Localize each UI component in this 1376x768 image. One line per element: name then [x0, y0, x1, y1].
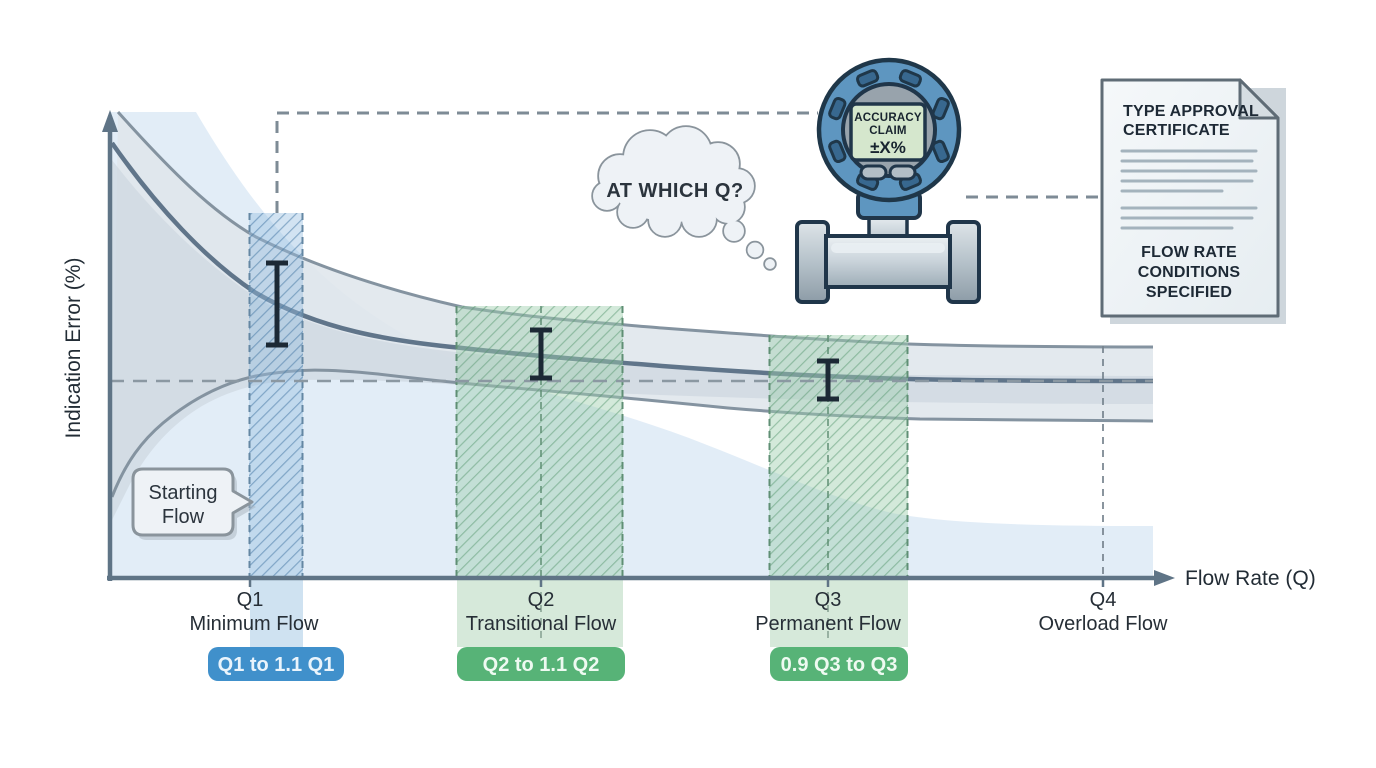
certificate-fold-corner	[1238, 78, 1280, 120]
x-axis-label: Flow Rate (Q)	[1185, 567, 1316, 590]
meter-flange-right	[946, 220, 981, 304]
cloud-fill	[593, 127, 775, 269]
y-axis-label: Indication Error (%)	[62, 258, 85, 439]
meter-button-right	[888, 164, 917, 181]
meter-pipe-highlight	[831, 243, 945, 253]
callout-bubble	[131, 467, 254, 537]
q1-error-bar	[266, 260, 288, 348]
meter-lcd-line2: CLAIM	[869, 125, 906, 137]
meter-button-left	[859, 164, 888, 181]
zone-labels: Q1 Minimum Flow Q2 Transitional Flow Q3 …	[190, 589, 1168, 635]
callout-line1: Starting	[149, 482, 218, 504]
q1-range-badge	[208, 647, 344, 681]
thought-cloud: AT WHICH Q?	[591, 125, 777, 271]
certificate-text-lines	[1120, 149, 1258, 230]
x-axis-arrow	[1154, 570, 1175, 586]
certificate-footer-line1: FLOW RATE	[1141, 244, 1237, 261]
zone-range-badges: Q1 to 1.1 Q1 Q2 to 1.1 Q2 0.9 Q3 to Q3	[208, 647, 908, 681]
certificate-title-line1: TYPE APPROVAL	[1123, 103, 1259, 120]
starting-flow-callout: Starting Flow	[131, 467, 256, 540]
q3-range-text: 0.9 Q3 to Q3	[781, 654, 898, 676]
connector-lines	[275, 111, 1100, 213]
blue-wash-area	[110, 112, 1153, 577]
meter-ring-notches	[828, 69, 950, 191]
q3-error-bar	[817, 358, 839, 402]
meter-flange-left	[795, 220, 830, 304]
error-funnel-inner	[112, 160, 1153, 520]
q1-label: Q1	[237, 589, 264, 611]
axis-ticks	[248, 578, 1105, 587]
q2-range-badge	[457, 647, 625, 681]
q2-error-bar	[530, 327, 552, 381]
q2-label: Q2	[528, 589, 555, 611]
q3-band	[769, 335, 908, 577]
q2-name: Transitional Flow	[466, 613, 617, 635]
meter-lcd-line3: ±X%	[870, 138, 906, 157]
y-axis-arrow	[102, 110, 118, 132]
certificate-footer-line3: SPECIFIED	[1146, 284, 1232, 301]
q4-label: Q4	[1090, 589, 1117, 611]
q3-range-badge	[770, 647, 908, 681]
zone-extensions	[250, 579, 908, 647]
callout-line2: Flow	[162, 506, 205, 528]
axes	[102, 110, 1175, 587]
meter-lcd-line1: ACCURACY	[854, 112, 922, 124]
error-bars	[266, 260, 839, 402]
q2-range-text: Q2 to 1.1 Q2	[483, 654, 600, 676]
type-approval-certificate: TYPE APPROVAL CERTIFICATE FLOW RATE COND…	[1100, 78, 1286, 324]
q4-name: Overload Flow	[1039, 613, 1168, 635]
certificate-paper	[1100, 78, 1280, 318]
certificate-footer-line2: CONDITIONS	[1138, 264, 1241, 281]
flow-meter-illustration: ACCURACY CLAIM ±X%	[795, 57, 981, 304]
q1-extension	[250, 579, 303, 647]
q1-range-text: Q1 to 1.1 Q1	[218, 654, 335, 676]
q1-name: Minimum Flow	[190, 613, 319, 635]
meter-lcd-screen	[849, 102, 927, 162]
certificate-title-line2: CERTIFICATE	[1123, 122, 1230, 139]
thought-text: AT WHICH Q?	[606, 180, 743, 202]
q3-label: Q3	[815, 589, 842, 611]
q3-extension	[770, 579, 908, 647]
connector-q1-to-meter	[275, 111, 818, 213]
q3-name: Permanent Flow	[755, 613, 901, 635]
